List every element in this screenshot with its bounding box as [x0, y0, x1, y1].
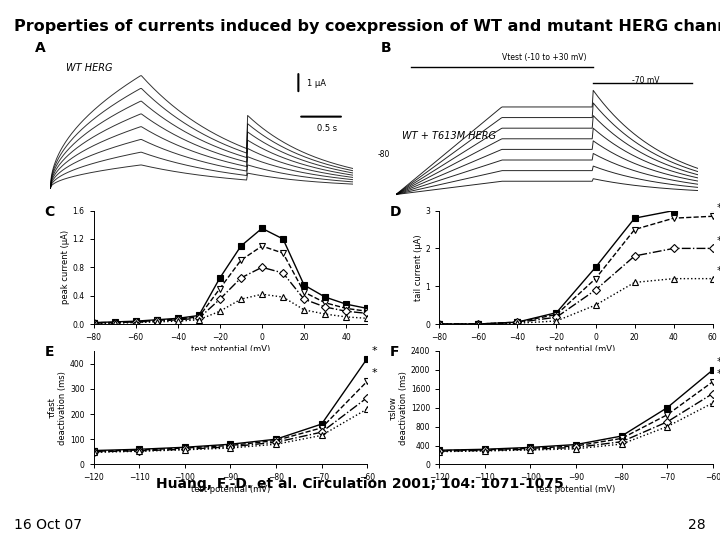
Text: *: *	[717, 357, 720, 367]
Text: *: *	[717, 235, 720, 246]
Text: *: *	[717, 369, 720, 379]
Text: -70 mV: -70 mV	[632, 76, 660, 85]
X-axis label: test potential (mV): test potential (mV)	[191, 485, 270, 494]
Text: E: E	[45, 346, 54, 359]
Text: D: D	[390, 205, 402, 219]
Text: 16 Oct 07: 16 Oct 07	[14, 518, 82, 532]
Text: WT + T613M HERG: WT + T613M HERG	[402, 131, 496, 141]
Text: Vtest (-10 to +30 mV): Vtest (-10 to +30 mV)	[502, 53, 586, 62]
Y-axis label: peak current (μA): peak current (μA)	[60, 230, 70, 305]
Text: 1 μA: 1 μA	[307, 79, 326, 88]
Y-axis label: tail current (μA): tail current (μA)	[413, 234, 423, 301]
Text: *: *	[372, 346, 377, 356]
X-axis label: test potential (mV): test potential (mV)	[536, 485, 616, 494]
X-axis label: test potential (mV): test potential (mV)	[536, 345, 616, 354]
Text: 28: 28	[688, 518, 706, 532]
Text: F: F	[390, 346, 400, 359]
Text: *: *	[717, 204, 720, 213]
X-axis label: test potential (mV): test potential (mV)	[191, 345, 270, 354]
Text: *: *	[717, 266, 720, 276]
Text: WT HERG: WT HERG	[66, 63, 112, 73]
Text: B: B	[381, 41, 392, 55]
Y-axis label: τfast
deactivation (ms): τfast deactivation (ms)	[48, 371, 67, 444]
Text: *: *	[0, 539, 1, 540]
Text: *: *	[372, 368, 377, 379]
Y-axis label: τslow
deactivation (ms): τslow deactivation (ms)	[389, 371, 408, 444]
Text: C: C	[45, 205, 55, 219]
Text: Properties of currents induced by coexpression of WT and mutant HERG channel sub: Properties of currents induced by coexpr…	[14, 19, 720, 34]
Text: A: A	[35, 41, 46, 55]
Text: Huang, F.-D. et al. Circulation 2001; 104: 1071-1075: Huang, F.-D. et al. Circulation 2001; 10…	[156, 477, 564, 491]
Text: -80: -80	[377, 150, 390, 159]
Text: 0.5 s: 0.5 s	[317, 124, 337, 133]
